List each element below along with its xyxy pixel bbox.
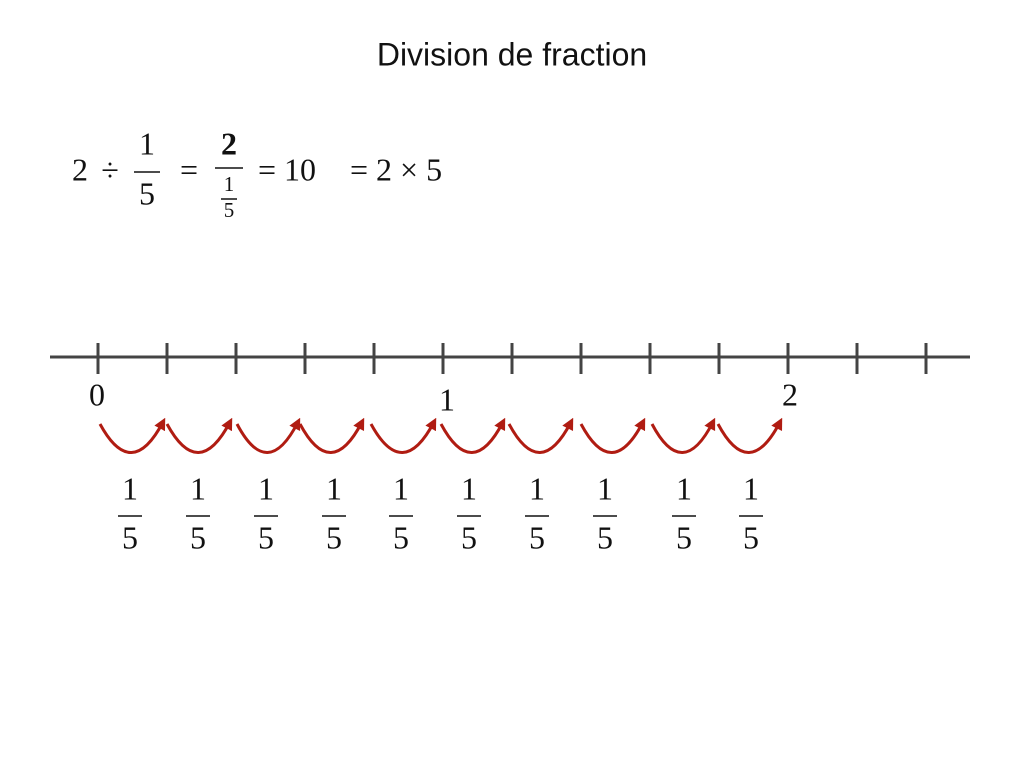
product: = 2 × 5 [350, 151, 442, 187]
numerator: 1 [224, 172, 235, 196]
jump-denominator: 5 [676, 519, 692, 555]
jump-denominator: 5 [529, 519, 545, 555]
number-labels: 0 1 2 [89, 376, 798, 417]
jump-numerator: 1 [529, 470, 545, 506]
jump-arc [439, 417, 506, 454]
jump-numerator: 1 [461, 470, 477, 506]
jump-arc [298, 417, 365, 454]
jump-denominator: 5 [326, 519, 342, 555]
operator: ÷ [101, 151, 119, 187]
jump-numerator: 1 [190, 470, 206, 506]
jump-arc [650, 417, 716, 454]
jump-denominator: 5 [190, 519, 206, 555]
jump-numerator: 1 [393, 470, 409, 506]
denominator: 5 [224, 198, 235, 222]
jump-denominator: 5 [461, 519, 477, 555]
number-label: 1 [439, 381, 455, 417]
jump-denominator: 5 [743, 519, 759, 555]
title: Division de fraction [377, 36, 647, 72]
equation: 2 ÷ 1 5 = 2 1 5 = 10 = 2 × 5 [72, 125, 442, 221]
jump-arc [165, 417, 233, 454]
jump-arc [98, 417, 166, 454]
jump-arc [507, 417, 574, 454]
jump-numerator: 1 [122, 470, 138, 506]
jump-arc [235, 417, 301, 454]
jump-numerator: 1 [676, 470, 692, 506]
jump-denominator: 5 [393, 519, 409, 555]
ticks [96, 343, 928, 374]
jump-arc [716, 417, 783, 454]
dividend: 2 [72, 151, 88, 187]
jump-arc [579, 417, 646, 454]
denominator: 5 [139, 175, 155, 211]
number-label: 0 [89, 376, 105, 412]
equals: = [180, 151, 198, 187]
jump-numerator: 1 [743, 470, 759, 506]
jump-numerator: 1 [326, 470, 342, 506]
numerator: 1 [139, 125, 155, 161]
numerator: 2 [221, 125, 237, 161]
result: = 10 [258, 151, 316, 187]
jump-denominator: 5 [122, 519, 138, 555]
jump-denominator: 5 [597, 519, 613, 555]
number-label: 2 [782, 376, 798, 412]
jump-numerator: 1 [597, 470, 613, 506]
jump-arc [369, 417, 437, 454]
jumps: 1 5 1 5 1 5 1 5 1 5 1 5 1 5 1 5 1 5 1 5 [98, 417, 783, 555]
jump-numerator: 1 [258, 470, 274, 506]
jump-denominator: 5 [258, 519, 274, 555]
